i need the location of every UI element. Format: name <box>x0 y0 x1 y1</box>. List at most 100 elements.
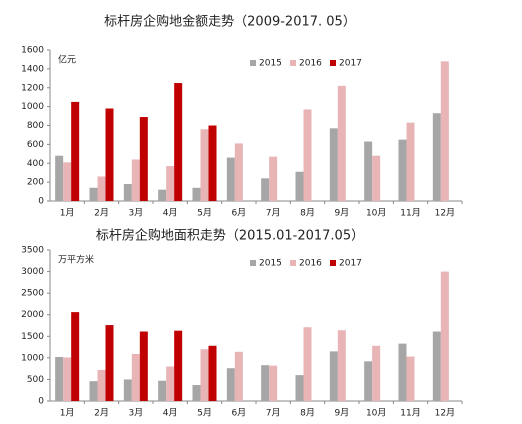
bar <box>406 356 415 401</box>
x-tick-label: 8月 <box>300 408 315 419</box>
x-tick-label: 3月 <box>128 208 143 219</box>
bar <box>123 379 132 401</box>
y-tick-label: 500 <box>27 375 44 385</box>
bar <box>364 361 373 401</box>
bar <box>63 162 72 201</box>
bar <box>329 351 338 401</box>
y-tick-label: 3500 <box>21 246 44 256</box>
bar <box>166 366 175 401</box>
bar <box>71 312 80 401</box>
bar <box>372 345 381 401</box>
y-tick-label: 600 <box>27 140 44 150</box>
bar <box>105 108 114 201</box>
bar <box>295 375 304 401</box>
x-tick-label: 1月 <box>60 208 75 219</box>
bar <box>89 381 98 401</box>
x-tick-label: 7月 <box>266 408 281 419</box>
bar <box>55 155 64 201</box>
bar <box>303 327 312 401</box>
x-tick-label: 6月 <box>231 408 246 419</box>
x-tick-label: 9月 <box>334 408 349 419</box>
y-tick-label: 1400 <box>21 64 44 74</box>
legend-label: 2015 <box>259 259 282 269</box>
x-tick-label: 2月 <box>94 408 109 419</box>
legend-label: 2017 <box>339 259 362 269</box>
legend-swatch <box>330 60 336 66</box>
bar <box>269 365 278 401</box>
bar <box>261 178 270 201</box>
bar <box>200 129 209 201</box>
legend-swatch <box>250 60 256 66</box>
bar <box>226 157 235 201</box>
bar <box>440 271 449 401</box>
bar <box>269 156 278 201</box>
y-tick-label: 0 <box>38 197 44 207</box>
bar <box>364 141 373 201</box>
bar <box>89 187 98 201</box>
legend-swatch <box>290 60 296 66</box>
x-tick-label: 12月 <box>435 408 455 419</box>
legend-label: 2015 <box>259 59 282 69</box>
bar <box>166 166 175 201</box>
bar <box>97 176 106 201</box>
bar <box>63 357 72 401</box>
x-tick-label: 11月 <box>400 408 420 419</box>
x-tick-label: 7月 <box>266 208 281 219</box>
y-tick-label: 400 <box>27 159 44 169</box>
bar <box>105 325 114 401</box>
y-tick-label: 1600 <box>21 46 44 56</box>
x-tick-label: 4月 <box>163 208 178 219</box>
bar <box>398 139 407 201</box>
bar <box>97 369 106 401</box>
y-tick-label: 200 <box>27 178 44 188</box>
x-tick-label: 10月 <box>366 408 386 419</box>
x-tick-label: 8月 <box>300 208 315 219</box>
bar <box>208 125 217 201</box>
legend-swatch <box>290 260 296 266</box>
x-tick-label: 2月 <box>94 208 109 219</box>
bar <box>192 187 201 201</box>
x-tick-label: 6月 <box>231 208 246 219</box>
x-tick-label: 3月 <box>128 408 143 419</box>
bar <box>406 122 415 201</box>
bar <box>174 330 183 401</box>
bar <box>432 331 441 401</box>
bar <box>372 155 381 201</box>
x-tick-label: 5月 <box>197 408 212 419</box>
y-tick-label: 800 <box>27 121 44 131</box>
x-tick-label: 10月 <box>366 208 386 219</box>
bar <box>226 368 235 401</box>
bar <box>440 61 449 202</box>
y-tick-label: 0 <box>38 397 44 407</box>
bar <box>158 380 167 401</box>
bar <box>158 189 167 201</box>
bar <box>174 83 183 201</box>
y-tick-label: 1200 <box>21 83 44 93</box>
y-tick-label: 2500 <box>21 289 44 299</box>
bar <box>337 85 346 201</box>
x-tick-label: 4月 <box>163 408 178 419</box>
bar <box>123 184 132 201</box>
x-tick-label: 9月 <box>334 208 349 219</box>
bar <box>55 356 64 401</box>
x-tick-label: 5月 <box>197 208 212 219</box>
legend-label: 2016 <box>299 59 322 69</box>
bar <box>329 128 338 201</box>
bar <box>303 109 312 201</box>
chart-title: 标杆房企购地面积走势（2015.01-2017.05） <box>96 228 364 244</box>
y-tick-label: 1000 <box>21 102 44 112</box>
bar <box>261 365 270 401</box>
legend-label: 2017 <box>339 59 362 69</box>
y-tick-label: 2000 <box>21 310 44 320</box>
bar <box>131 159 140 201</box>
bar <box>234 143 243 201</box>
bar <box>200 349 209 401</box>
bar <box>432 113 441 201</box>
y-tick-label: 3000 <box>21 267 44 277</box>
bar <box>208 345 217 401</box>
legend-swatch <box>250 260 256 266</box>
bar <box>337 330 346 401</box>
x-tick-label: 1月 <box>60 408 75 419</box>
x-tick-label: 12月 <box>435 208 455 219</box>
